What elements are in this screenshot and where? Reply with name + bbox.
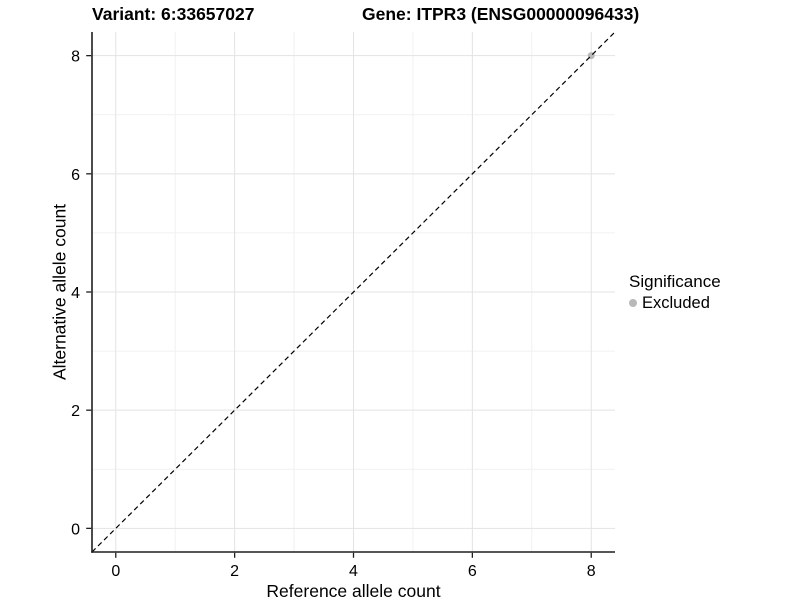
legend: Significance Excluded — [629, 272, 721, 312]
legend-point-icon — [629, 299, 637, 307]
x-axis-title: Reference allele count — [266, 581, 441, 601]
gene-title: Gene: ITPR3 (ENSG00000096433) — [362, 4, 640, 24]
y-tick-label: 4 — [71, 285, 80, 302]
y-tick-label: 2 — [71, 403, 80, 420]
x-tick-label: 0 — [111, 563, 120, 580]
legend-items: Excluded — [629, 294, 721, 312]
legend-item: Excluded — [629, 294, 721, 312]
x-tick-label: 2 — [230, 563, 239, 580]
x-tick-label: 6 — [468, 563, 477, 580]
legend-title: Significance — [629, 272, 721, 291]
variant-title: Variant: 6:33657027 — [92, 4, 255, 24]
legend-item-label: Excluded — [642, 294, 710, 312]
y-tick-label: 6 — [71, 167, 80, 184]
x-tick-label: 8 — [587, 563, 596, 580]
identity-dashed-line — [91, 31, 616, 553]
y-tick-label: 8 — [71, 49, 80, 66]
x-tick-label: 4 — [349, 563, 358, 580]
y-tick-label: 0 — [71, 521, 80, 538]
y-axis-title: Alternative allele count — [49, 203, 70, 381]
